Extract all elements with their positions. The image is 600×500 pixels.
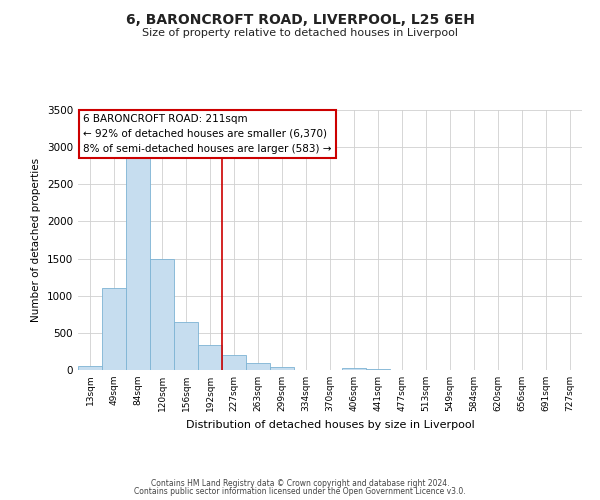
Text: Contains HM Land Registry data © Crown copyright and database right 2024.: Contains HM Land Registry data © Crown c…: [151, 478, 449, 488]
Text: 6 BARONCROFT ROAD: 211sqm
← 92% of detached houses are smaller (6,370)
8% of sem: 6 BARONCROFT ROAD: 211sqm ← 92% of detac…: [83, 114, 332, 154]
Bar: [78, 366, 102, 370]
Bar: [174, 322, 198, 370]
Bar: [150, 258, 174, 370]
Bar: [222, 355, 246, 370]
Text: 6, BARONCROFT ROAD, LIVERPOOL, L25 6EH: 6, BARONCROFT ROAD, LIVERPOOL, L25 6EH: [125, 12, 475, 26]
X-axis label: Distribution of detached houses by size in Liverpool: Distribution of detached houses by size …: [185, 420, 475, 430]
Text: Contains public sector information licensed under the Open Government Licence v3: Contains public sector information licen…: [134, 487, 466, 496]
Text: Size of property relative to detached houses in Liverpool: Size of property relative to detached ho…: [142, 28, 458, 38]
Bar: [270, 366, 294, 370]
Bar: [126, 153, 150, 370]
Bar: [246, 362, 270, 370]
Bar: [342, 368, 366, 370]
Y-axis label: Number of detached properties: Number of detached properties: [31, 158, 41, 322]
Bar: [102, 288, 126, 370]
Bar: [198, 346, 222, 370]
